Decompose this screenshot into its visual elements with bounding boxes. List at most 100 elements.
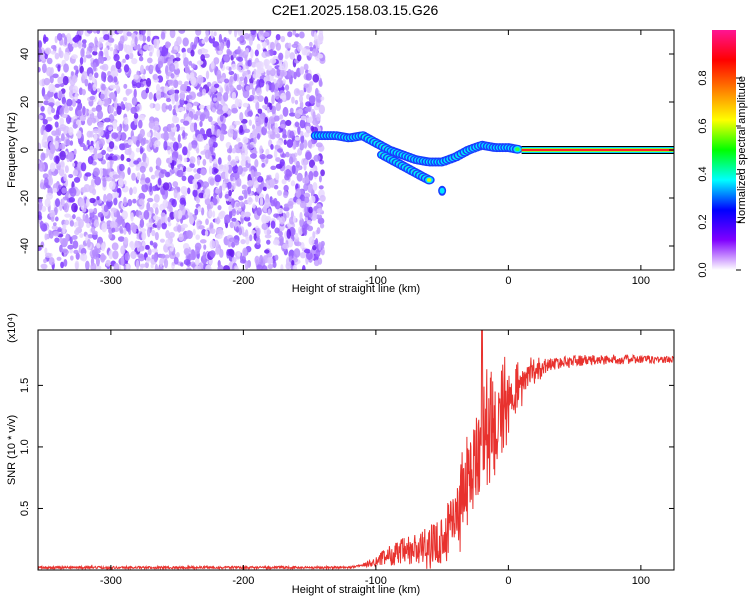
spectrogram-noise-blob — [147, 30, 151, 39]
spectrogram-noise-blob — [212, 210, 216, 218]
y-tick-label: 0.5 — [19, 501, 31, 516]
spectrogram-noise-blob — [226, 39, 231, 49]
spectrogram-noise-blob — [172, 114, 178, 124]
spectrogram-noise-blob — [42, 173, 49, 179]
spectrogram-noise-blob — [124, 252, 131, 261]
spectrogram-noise-blob — [277, 98, 283, 104]
spectrogram-noise-blob — [38, 40, 42, 49]
spectrogram-noise-blob — [245, 235, 250, 245]
spectrogram-noise-blob — [75, 226, 83, 233]
spectrogram-noise-blob — [316, 113, 321, 122]
spectrogram-noise-blob — [312, 231, 316, 239]
spectrogram-noise-blob — [213, 57, 220, 65]
spectrogram-noise-blob — [320, 169, 325, 177]
spectrogram-noise-blob — [47, 175, 54, 186]
spectrogram-noise-blob — [93, 219, 100, 228]
spectrogram-noise-blob — [228, 66, 232, 73]
spectrogram-noise-blob — [234, 144, 240, 150]
spectrogram-noise-blob — [286, 139, 294, 148]
spectrogram-noise-blob — [138, 34, 144, 41]
spectrogram-noise-blob — [308, 52, 313, 58]
spectrogram-noise-blob — [156, 220, 161, 231]
spectrogram-noise-blob — [68, 106, 74, 112]
spectrogram-noise-blob — [138, 198, 145, 206]
spectrogram-noise-blob — [243, 32, 250, 40]
spectrogram-noise-blob — [63, 106, 70, 114]
spectrogram-noise-blob — [108, 180, 116, 190]
spectrogram-noise-blob — [238, 227, 242, 236]
spectrogram-noise-blob — [154, 231, 159, 241]
spectrogram-noise-blob — [296, 160, 300, 169]
spectrogram-noise-blob — [267, 121, 271, 131]
spectrogram-noise-blob — [38, 214, 43, 221]
spectrogram-noise-blob — [230, 176, 234, 182]
spectrogram-noise-blob — [42, 118, 48, 125]
spectrogram-noise-blob — [244, 260, 249, 270]
spectrogram-noise-blob — [154, 263, 158, 270]
spectrogram-noise-blob — [230, 159, 237, 167]
spectrogram-noise-blob — [120, 256, 125, 266]
spectrogram-noise-blob — [305, 73, 312, 81]
spectrogram-noise-blob — [103, 193, 107, 203]
spectrogram-noise-blob — [320, 240, 325, 247]
spectrogram-noise-blob — [224, 214, 231, 224]
spectrogram-noise-blob — [216, 227, 223, 236]
spectrogram-noise-blob — [189, 215, 195, 225]
spectrogram-noise-blob — [127, 199, 133, 207]
spectrogram-noise-blob — [63, 258, 68, 267]
spectrogram-noise-blob — [303, 83, 309, 89]
spectrogram-noise-blob — [196, 92, 203, 97]
spectrogram-noise-blob — [189, 162, 195, 169]
spectrogram-noise-blob — [44, 53, 48, 60]
spectrogram-noise-blob — [108, 141, 115, 150]
spectrogram-noise-blob — [201, 39, 206, 44]
spectrogram-noise-blob — [206, 81, 212, 87]
spectrogram-noise-blob — [299, 130, 304, 137]
spectrogram-noise-blob — [143, 44, 150, 51]
spectrogram-noise-blob — [293, 71, 297, 80]
spectrogram-noise-blob — [209, 239, 216, 250]
spectrogram-noise-blob — [198, 261, 204, 270]
spectrogram-noise-blob — [254, 49, 259, 57]
spectrogram-noise-blob — [232, 164, 239, 174]
spectrogram-noise-blob — [291, 260, 295, 266]
spectrogram-noise-blob — [277, 190, 283, 196]
spectrogram-noise-blob — [156, 166, 161, 171]
spectrogram-noise-blob — [283, 184, 289, 192]
spectrogram-noise-blob — [133, 112, 139, 119]
spectrogram-noise-blob — [93, 147, 98, 156]
spectrogram-noise-blob — [87, 84, 93, 92]
spectrogram-noise-blob — [281, 153, 287, 158]
spectrogram-noise-blob — [261, 265, 268, 270]
spectrogram-noise-blob — [303, 183, 309, 192]
spectrogram-noise-blob — [231, 182, 236, 191]
spectrogram-noise-blob — [57, 228, 62, 233]
spectrogram-noise-blob — [181, 215, 187, 221]
spectrogram-noise-blob — [170, 169, 175, 175]
spectrogram-noise-blob — [303, 49, 311, 56]
spectrogram-noise-blob — [192, 178, 198, 185]
spectrogram-noise-blob — [192, 189, 198, 198]
spectrogram-noise-blob — [61, 113, 68, 119]
spectrogram-noise-blob — [60, 261, 65, 269]
spectrogram-noise-blob — [68, 126, 74, 136]
spectrogram-noise-blob — [102, 177, 107, 188]
spectrogram-noise-blob — [262, 31, 270, 37]
spectrogram-noise-blob — [43, 94, 51, 101]
spectrogram-noise-blob — [182, 129, 186, 139]
snr-series-line — [38, 330, 674, 570]
spectrogram-noise-blob — [171, 96, 176, 105]
spectrogram-noise-blob — [138, 255, 145, 262]
spectrogram-noise-blob — [113, 197, 118, 206]
spectrogram-noise-blob — [300, 115, 307, 121]
spectrogram-noise-blob — [284, 54, 289, 60]
spectrogram-noise-blob — [91, 107, 97, 112]
spectrogram-noise-blob — [275, 33, 281, 41]
spectrogram-noise-blob — [126, 223, 131, 233]
spectrogram-noise-blob — [230, 63, 237, 70]
spectrogram-noise-blob — [256, 228, 260, 238]
spectrogram-noise-blob — [88, 109, 93, 115]
spectrogram-noise-blob — [49, 162, 56, 172]
